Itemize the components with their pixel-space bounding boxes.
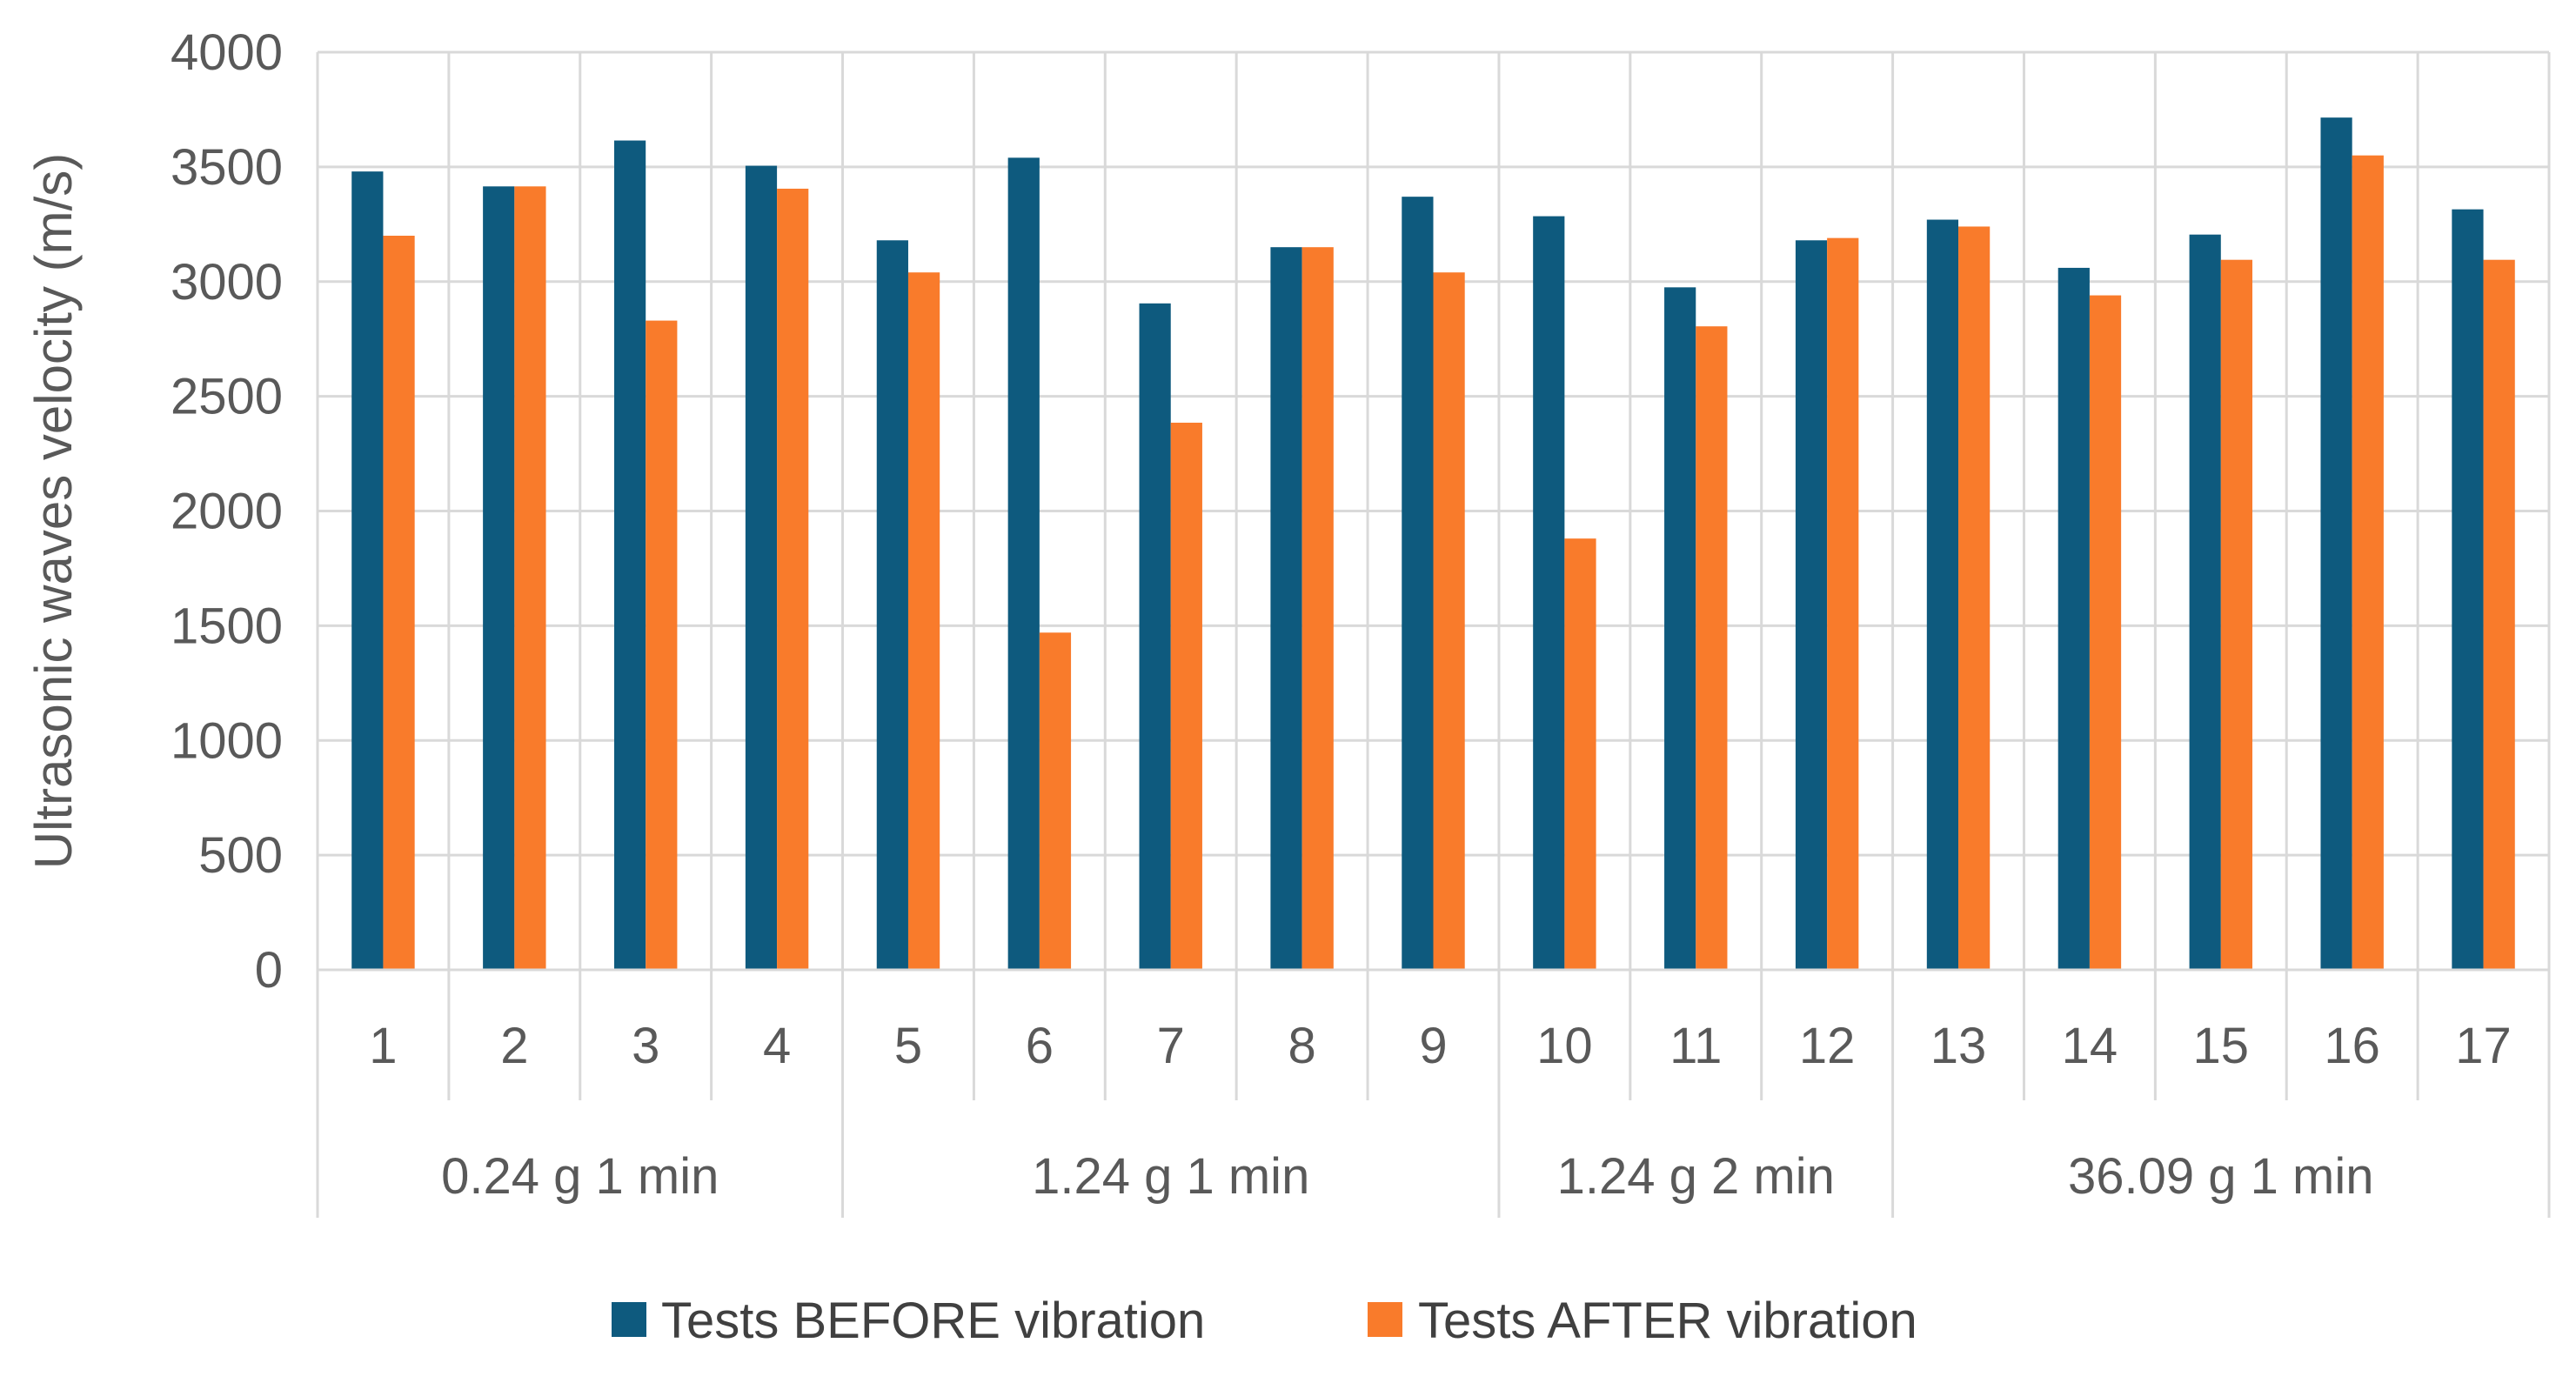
bar-before-2 (483, 186, 515, 970)
bar-before-8 (1270, 247, 1302, 970)
category-label: 12 (1799, 1018, 1856, 1074)
bar-before-5 (876, 240, 908, 970)
bar-after-13 (1958, 226, 1991, 970)
group-label: 36.09 g 1 min (2068, 1148, 2373, 1205)
y-tick-label: 0 (255, 942, 283, 999)
bar-before-4 (745, 165, 778, 970)
y-tick-label: 4000 (171, 24, 283, 81)
bar-after-8 (1301, 247, 1334, 970)
category-label: 2 (500, 1018, 528, 1074)
bar-before-16 (2320, 117, 2352, 970)
bar-after-4 (777, 188, 809, 970)
bar-after-5 (907, 272, 940, 970)
y-tick-label: 1500 (171, 598, 283, 654)
bar-before-1 (351, 171, 384, 970)
bar-after-7 (1170, 422, 1202, 970)
bar-after-6 (1039, 632, 1072, 970)
bar-after-9 (1433, 272, 1465, 970)
bar-before-13 (1926, 219, 1959, 971)
y-tick-label: 500 (198, 827, 283, 884)
bar-before-9 (1402, 197, 1434, 971)
bar-after-1 (383, 236, 415, 970)
category-label: 14 (2062, 1018, 2118, 1074)
bar-after-16 (2352, 155, 2384, 970)
bar-before-15 (2189, 234, 2221, 970)
category-label: 7 (1157, 1018, 1185, 1074)
bar-after-14 (2089, 295, 2122, 970)
category-label: 11 (1669, 1018, 1722, 1074)
bar-after-3 (646, 320, 678, 970)
category-label: 15 (2193, 1018, 2250, 1074)
bar-after-15 (2220, 259, 2253, 971)
bar-before-11 (1664, 287, 1696, 970)
category-label: 16 (2324, 1018, 2380, 1074)
legend-label: Tests BEFORE vibration (661, 1293, 1205, 1349)
category-label: 10 (1536, 1018, 1593, 1074)
y-tick-label: 1000 (171, 712, 283, 769)
bar-after-2 (514, 186, 546, 970)
legend-swatch (1368, 1302, 1402, 1337)
bar-after-10 (1564, 538, 1596, 970)
bar-before-14 (2057, 267, 2090, 970)
category-label: 17 (2455, 1018, 2512, 1074)
category-label: 5 (894, 1018, 922, 1074)
group-label: 0.24 g 1 min (441, 1148, 719, 1205)
category-label: 13 (1930, 1018, 1987, 1074)
legend: Tests BEFORE vibration Tests AFTER vibrat… (612, 1293, 1917, 1349)
y-tick-label: 3000 (171, 254, 283, 311)
bar-before-7 (1139, 303, 1171, 970)
bar-after-12 (1827, 237, 1859, 970)
bar-after-17 (2483, 259, 2515, 971)
bar-before-6 (1007, 157, 1040, 970)
category-label: 9 (1419, 1018, 1447, 1074)
x-axis: 1 2 3 4 5 6 7 8 9 10 11 12 13 14 15 16 170.24 g 1 min 1.2… (316, 52, 2551, 1218)
category-label: 3 (632, 1018, 659, 1074)
y-tick-label: 2500 (171, 369, 283, 425)
y-tick-label: 2000 (171, 484, 283, 540)
category-label: 8 (1288, 1018, 1315, 1074)
category-label: 6 (1026, 1018, 1054, 1074)
category-label: 4 (763, 1018, 791, 1074)
group-label: 1.24 g 1 min (1032, 1148, 1309, 1205)
category-label: 1 (369, 1018, 397, 1074)
group-label: 1.24 g 2 min (1557, 1148, 1835, 1205)
y-axis-tick-labels: 0 500 1000 1500 2000 2500 3000 3500 4000 (171, 24, 283, 999)
bar-before-12 (1795, 240, 1828, 970)
bars (351, 117, 2515, 971)
y-axis-title: Ultrasonic waves velocity (m/s) (24, 153, 83, 870)
bar-before-10 (1533, 216, 1565, 971)
bar-after-11 (1696, 326, 1728, 970)
legend-label: Tests AFTER vibration (1418, 1293, 1917, 1349)
bar-before-3 (613, 140, 646, 970)
legend-swatch (612, 1302, 646, 1337)
bar-before-17 (2452, 209, 2484, 970)
y-tick-label: 3500 (171, 139, 283, 196)
